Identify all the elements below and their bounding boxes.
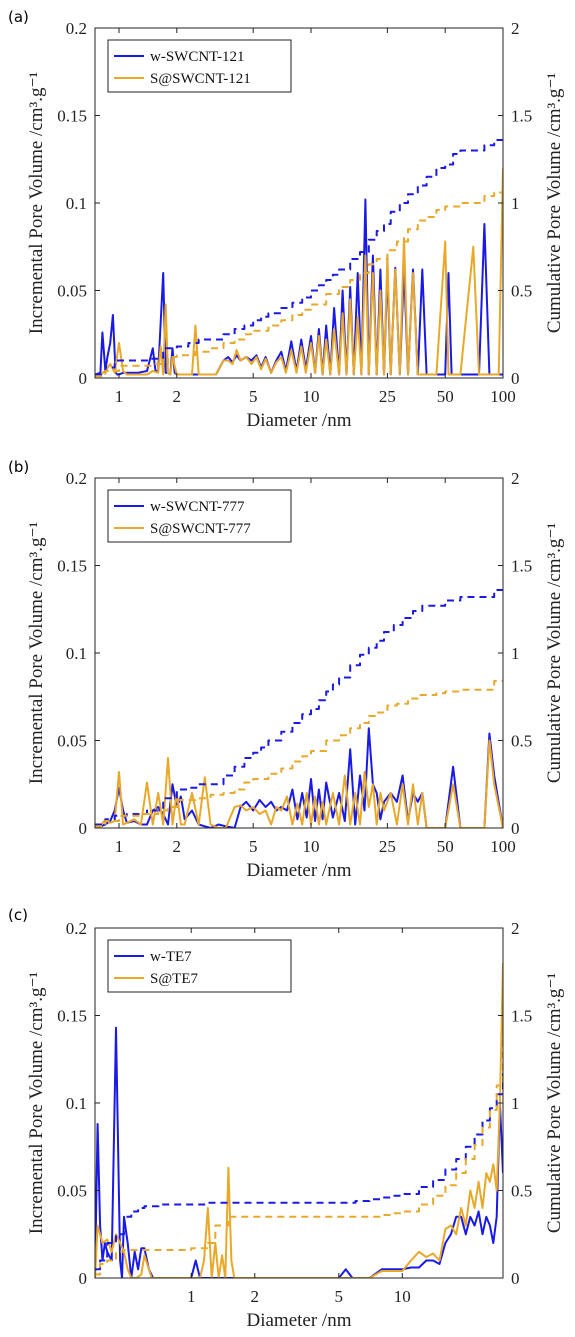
x-axis-label: Diameter /nm: [247, 410, 352, 431]
series-line-4: [95, 1024, 503, 1276]
chart-panel-3: (c) 1 2 5 10 0 0.05 0.1 0.15 0.2 0 0.5 1 1.5 2 Diameter…: [8, 906, 565, 1331]
y-left-tick-label: 0: [79, 1269, 88, 1288]
y-left-tick-label: 0.2: [66, 469, 87, 488]
y-left-tick-label: 0.2: [66, 919, 87, 938]
x-tick-label: 5: [335, 1287, 344, 1306]
y-right-tick-label: 1: [511, 1094, 520, 1113]
y-left-tick-label: 0.2: [66, 19, 87, 38]
legend: w-TE7 S@TE7: [107, 939, 292, 993]
y-left-tick-label: 0.05: [57, 282, 87, 301]
y-left-tick-label: 0.15: [57, 107, 87, 126]
legend-box: [107, 939, 292, 993]
x-tick-label: 10: [394, 1287, 411, 1306]
series-line-1: [95, 1026, 503, 1278]
series-line-2: [95, 962, 503, 1278]
panel-label: (c): [8, 906, 28, 924]
y-right-tick-label: 0.5: [511, 282, 532, 301]
legend-label: w-TE7: [150, 949, 192, 965]
chart-panel-2: (b)1 2 5 10 25 50 10000.050.10.150.200.511.52D…: [8, 458, 565, 881]
y-right-tick-label: 2: [511, 19, 520, 38]
panel-label: (b): [8, 458, 29, 476]
series-line-3: [95, 1073, 503, 1271]
x-tick-label: 50: [437, 387, 454, 406]
y-right-tick-label: 1.5: [511, 107, 532, 126]
x-tick-label: 1: [115, 837, 124, 856]
x-tick-label: 5: [249, 387, 258, 406]
x-tick-label: 5: [249, 837, 258, 856]
x-tick-label: 1: [187, 1287, 196, 1306]
y-right-tick-label: 1: [511, 644, 520, 663]
y-right-axis-label: Cumulative Pore Volume /cm³.g⁻¹: [544, 973, 565, 1234]
y-left-tick-label: 0.15: [57, 1007, 87, 1026]
legend: w-SWCNT-121 S@SWCNT-121: [107, 39, 292, 93]
x-tick-label: 2: [173, 837, 182, 856]
y-left-tick-label: 0: [79, 369, 88, 388]
x-tick-label: 10: [302, 837, 319, 856]
legend-label: S@SWCNT-121: [150, 71, 251, 87]
y-left-tick-label: 0.1: [66, 194, 87, 213]
y-right-tick-label: 0: [511, 369, 520, 388]
series-line-4: [95, 191, 503, 378]
y-right-axis-label: Cumulative Pore Volume /cm³.g⁻¹: [544, 73, 565, 334]
x-axis-label: Diameter /nm: [247, 860, 352, 881]
legend-label: S@SWCNT-777: [150, 521, 251, 537]
panel-label: (a): [8, 8, 29, 26]
y-left-tick-label: 0.05: [57, 1182, 87, 1201]
series-line-2: [95, 167, 503, 378]
y-left-tick-label: 0: [79, 819, 88, 838]
y-right-tick-label: 1: [511, 194, 520, 213]
series-line-2: [95, 739, 503, 828]
y-right-axis-label: Cumulative Pore Volume /cm³.g⁻¹: [544, 523, 565, 784]
x-tick-label: 100: [490, 387, 516, 406]
y-left-tick-label: 0.15: [57, 557, 87, 576]
y-right-tick-label: 1.5: [511, 1007, 532, 1026]
x-tick-label: 2: [173, 387, 182, 406]
y-right-tick-label: 2: [511, 919, 520, 938]
legend-label: w-SWCNT-121: [150, 49, 244, 65]
y-left-tick-label: 0.1: [66, 1094, 87, 1113]
y-right-tick-label: 2: [511, 469, 520, 488]
y-right-tick-label: 0: [511, 1269, 520, 1288]
y-left-tick-label: 0.1: [66, 644, 87, 663]
x-tick-label: 25: [379, 837, 396, 856]
series-line-4: [95, 680, 503, 828]
y-left-tick-label: 0.05: [57, 732, 87, 751]
legend-label: S@TE7: [150, 971, 198, 987]
series-line-3: [95, 589, 503, 826]
x-tick-label: 10: [302, 387, 319, 406]
legend-label: w-SWCNT-777: [150, 499, 245, 515]
legend: w-SWCNT-777 S@SWCNT-777: [107, 489, 292, 543]
y-right-tick-label: 0: [511, 819, 520, 838]
x-tick-label: 2: [251, 1287, 260, 1306]
legend-box: [107, 489, 292, 543]
series-line-1: [95, 727, 503, 828]
y-left-axis-label: Incremental Pore Volume /cm³.g⁻¹: [26, 72, 47, 335]
chart-panel-1: (a)1 2 5 10 25 50 10000.050.10.150.200.511.52D…: [8, 8, 565, 431]
series-group: [95, 589, 503, 828]
x-tick-label: 25: [379, 387, 396, 406]
series-line-3: [95, 139, 503, 376]
y-right-tick-label: 0.5: [511, 1182, 532, 1201]
legend-box: [107, 39, 292, 93]
x-tick-label: 50: [437, 837, 454, 856]
y-left-axis-label: Incremental Pore Volume /cm³.g⁻¹: [26, 522, 47, 785]
y-right-tick-label: 0.5: [511, 732, 532, 751]
series-group: [95, 962, 503, 1278]
y-right-tick-label: 1.5: [511, 557, 532, 576]
x-axis-label: Diameter /nm: [247, 1310, 352, 1331]
y-left-axis-label: Incremental Pore Volume /cm³.g⁻¹: [26, 972, 47, 1235]
x-tick-label: 1: [115, 387, 124, 406]
x-tick-label: 100: [490, 837, 516, 856]
series-group: [95, 139, 503, 378]
